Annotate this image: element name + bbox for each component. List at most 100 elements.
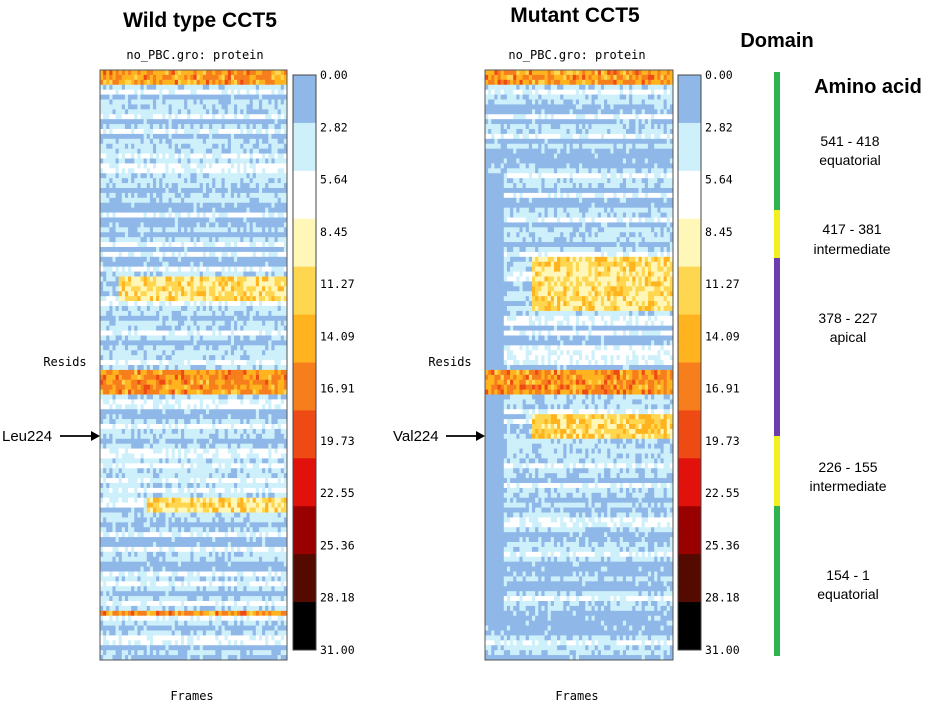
wt-heatmap-cell: [103, 419, 107, 425]
wt-heatmap-cell: [112, 148, 116, 154]
wt-heatmap-cell: [224, 325, 229, 331]
wt-heatmap-cell: [109, 153, 113, 159]
wt-heatmap-cell: [149, 424, 154, 430]
wt-heatmap-cell: [143, 419, 148, 425]
wt-heatmap-cell: [249, 202, 254, 209]
wt-heatmap-cell: [152, 237, 157, 243]
wt-heatmap-cell: [187, 261, 191, 268]
wt-heatmap-cell: [190, 124, 194, 130]
wt-heatmap-cell: [174, 419, 179, 425]
wt-heatmap-cell: [193, 153, 198, 159]
wt-heatmap-cell: [234, 443, 238, 449]
wt-heatmap-cell: [234, 286, 238, 292]
wt-heatmap-cell: [218, 360, 222, 366]
wt-heatmap-cell: [230, 94, 235, 100]
wt-heatmap-cell: [100, 310, 104, 317]
wt-heatmap-cell: [196, 217, 201, 223]
wt-heatmap-cell: [168, 345, 173, 351]
wt-heatmap-cell: [118, 158, 123, 164]
wt-heatmap-cell: [243, 458, 247, 464]
wt-heatmap-cell: [218, 315, 222, 322]
wt-heatmap-cell: [109, 463, 113, 469]
wt-heatmap-cell: [128, 251, 132, 258]
wt-heatmap-cell: [243, 428, 247, 435]
wt-heatmap-cell: [143, 114, 148, 120]
wt-heatmap-cell: [128, 207, 132, 213]
wt-heatmap-cell: [218, 428, 222, 435]
wt-heatmap-cell: [131, 242, 135, 248]
wt-heatmap-cell: [131, 74, 135, 81]
wt-heatmap-cell: [202, 256, 207, 263]
wt-heatmap-cell: [277, 438, 282, 445]
wt-heatmap-cell: [162, 394, 166, 400]
wt-heatmap-cell: [218, 192, 222, 199]
wt-heatmap-cell: [112, 271, 116, 277]
wt-heatmap-cell: [262, 458, 266, 464]
wt-heatmap-cell: [258, 148, 263, 154]
wt-heatmap-cell: [146, 266, 151, 272]
wt-heatmap-cell: [115, 178, 120, 184]
wt-heatmap-cell: [193, 315, 198, 322]
wt-heatmap-cell: [128, 222, 132, 228]
wt-heatmap-cell: [246, 374, 250, 381]
wt-heatmap-cell: [190, 74, 194, 81]
wt-heatmap-cell: [159, 355, 163, 361]
wt-heatmap-cell: [174, 365, 179, 371]
wt-heatmap-cell: [181, 94, 185, 100]
wt-heatmap-cell: [168, 70, 173, 76]
wt-heatmap-cell: [106, 84, 110, 91]
wt-heatmap-cell: [159, 320, 163, 327]
wt-heatmap-cell: [249, 315, 254, 322]
wt-heatmap-cell: [249, 414, 254, 420]
wt-heatmap-cell: [265, 153, 269, 159]
wt-heatmap-cell: [103, 389, 107, 395]
wt-heatmap-cell: [146, 320, 151, 327]
wt-heatmap-cell: [109, 192, 113, 199]
wt-heatmap-cell: [146, 178, 151, 184]
wt-heatmap-cell: [243, 369, 247, 376]
wt-heatmap-cell: [212, 129, 216, 135]
wt-heatmap-cell: [152, 394, 157, 400]
wt-heatmap-cell: [149, 281, 154, 287]
wt-heatmap-cell: [171, 104, 176, 110]
wt-heatmap-cell: [118, 315, 123, 322]
wt-heatmap-cell: [100, 261, 104, 268]
wt-heatmap-cell: [283, 242, 287, 248]
wt-heatmap-cell: [146, 227, 151, 233]
wt-heatmap-cell: [174, 232, 179, 238]
wt-heatmap-cell: [156, 468, 160, 474]
wt-heatmap-cell: [224, 350, 229, 356]
wt-heatmap-cell: [258, 266, 263, 272]
wt-heatmap-cell: [112, 217, 116, 223]
wt-heatmap-cell: [168, 433, 173, 440]
wt-heatmap-cell: [205, 365, 210, 371]
wt-heatmap-cell: [109, 330, 113, 336]
wt-heatmap-cell: [212, 251, 216, 258]
wt-heatmap-cell: [137, 340, 141, 346]
wt-heatmap-cell: [243, 89, 247, 95]
wt-heatmap-cell: [181, 369, 185, 376]
wt-heatmap-cell: [100, 320, 104, 327]
wt-heatmap-cell: [121, 438, 126, 445]
wt-heatmap-cell: [212, 70, 216, 76]
wt-heatmap-cell: [246, 365, 250, 371]
wt-heatmap-cell: [265, 345, 269, 351]
wt-heatmap-cell: [190, 173, 194, 179]
wt-heatmap-cell: [218, 153, 222, 159]
wt-heatmap-cell: [124, 217, 129, 223]
wt-heatmap-cell: [140, 207, 145, 213]
wt-heatmap-cell: [131, 104, 135, 110]
wt-heatmap-cell: [221, 448, 226, 454]
wt-heatmap-cell: [249, 227, 254, 233]
wt-heatmap-cell: [106, 345, 110, 351]
wt-heatmap-cell: [255, 212, 260, 218]
wt-heatmap-cell: [162, 340, 166, 346]
wt-heatmap-cell: [171, 89, 176, 95]
wt-heatmap-cell: [277, 188, 282, 194]
wt-heatmap-cell: [115, 369, 120, 376]
wt-heatmap-cell: [177, 89, 182, 95]
wt-heatmap-cell: [258, 306, 263, 312]
wt-heatmap-cell: [271, 79, 275, 86]
wt-heatmap-cell: [103, 468, 107, 474]
wt-heatmap-cell: [193, 369, 198, 376]
